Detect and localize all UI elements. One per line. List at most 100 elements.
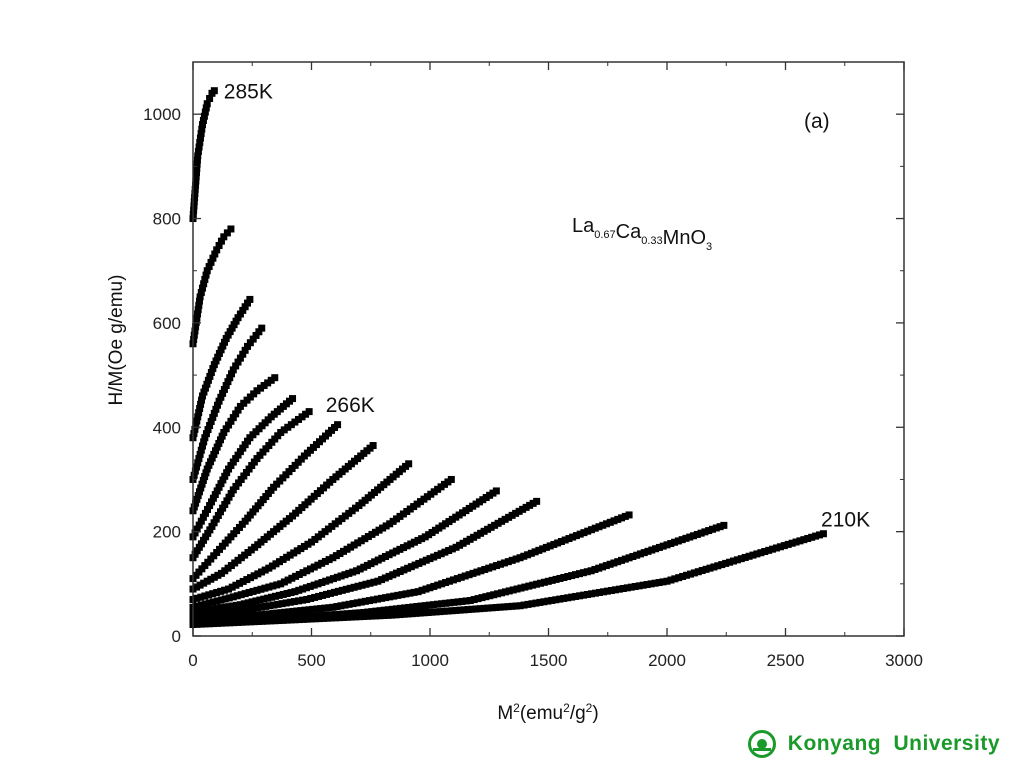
data-marker	[358, 581, 366, 589]
data-marker	[407, 563, 415, 571]
data-marker	[217, 609, 225, 617]
data-point	[271, 374, 279, 382]
data-marker	[213, 443, 221, 451]
data-marker	[453, 575, 461, 583]
data-marker	[279, 555, 287, 563]
data-point	[720, 521, 728, 529]
data-marker	[265, 610, 273, 618]
data-marker	[579, 569, 587, 577]
data-marker	[493, 562, 501, 570]
data-marker	[388, 605, 396, 613]
data-marker	[262, 602, 270, 610]
data-marker	[441, 548, 449, 556]
data-marker	[344, 613, 352, 621]
data-marker	[350, 583, 358, 591]
data-marker	[595, 564, 603, 572]
data-marker	[400, 544, 408, 552]
data-marker	[459, 539, 467, 547]
data-marker	[512, 602, 520, 610]
data-marker	[392, 569, 400, 577]
data-marker	[531, 548, 539, 556]
data-marker	[249, 605, 257, 613]
data-marker	[326, 576, 334, 584]
data-marker	[580, 529, 588, 537]
data-point	[329, 603, 337, 611]
data-marker	[282, 599, 290, 607]
data-marker	[504, 558, 512, 566]
data-marker	[378, 594, 386, 602]
data-marker	[433, 600, 441, 608]
data-marker	[588, 590, 596, 598]
data-marker	[381, 574, 389, 582]
data-marker	[433, 551, 441, 559]
data-marker	[389, 571, 397, 579]
data-marker	[225, 594, 233, 602]
data-marker	[228, 583, 236, 591]
data-marker	[606, 518, 614, 526]
data-marker	[191, 467, 199, 475]
data-marker	[400, 566, 408, 574]
data-marker	[193, 608, 201, 616]
data-marker	[273, 581, 281, 589]
data-marker	[340, 613, 348, 621]
data-marker	[258, 603, 266, 611]
data-marker	[328, 614, 336, 622]
data-point	[360, 609, 368, 617]
data-marker	[234, 618, 242, 626]
data-marker	[204, 376, 212, 384]
data-marker	[520, 601, 528, 609]
data-marker	[221, 608, 229, 616]
data-marker	[361, 535, 369, 543]
data-marker	[191, 529, 199, 537]
data-point	[241, 606, 249, 614]
data-marker	[402, 590, 410, 598]
data-marker	[407, 540, 415, 548]
data-marker	[278, 600, 286, 608]
data-marker	[225, 493, 233, 501]
data-marker	[261, 610, 269, 618]
data-marker	[201, 275, 209, 283]
data-marker	[194, 310, 202, 318]
data-marker	[412, 609, 420, 617]
data-marker	[217, 480, 225, 488]
data-marker	[345, 600, 353, 608]
data-marker	[454, 598, 462, 606]
data-marker	[193, 525, 201, 533]
data-marker	[211, 491, 219, 499]
data-marker	[299, 596, 307, 604]
temperature-label: 285K	[224, 81, 273, 104]
data-marker	[334, 587, 342, 595]
data-marker	[226, 619, 234, 627]
data-marker	[209, 365, 217, 373]
data-marker	[643, 581, 651, 589]
data-marker	[729, 557, 737, 565]
data-marker	[287, 616, 295, 624]
data-marker	[197, 517, 205, 525]
data-marker	[209, 610, 217, 618]
data-marker	[463, 537, 471, 545]
data-marker	[202, 469, 210, 477]
data-marker	[372, 607, 380, 615]
data-marker	[222, 619, 230, 627]
data-marker	[213, 589, 221, 597]
data-marker	[444, 478, 452, 486]
data-marker	[482, 593, 490, 601]
data-marker	[560, 573, 568, 581]
data-marker	[456, 541, 464, 549]
data-marker	[214, 511, 222, 519]
x-tick-label: 500	[297, 651, 325, 670]
data-marker	[409, 603, 417, 611]
data-marker	[532, 599, 540, 607]
data-marker	[190, 331, 198, 339]
data-marker	[192, 169, 200, 177]
data-marker	[214, 619, 222, 627]
data-marker	[698, 567, 706, 575]
data-marker	[788, 539, 796, 547]
data-marker	[702, 565, 710, 573]
data-marker	[342, 585, 350, 593]
data-marker	[354, 582, 362, 590]
data-marker	[321, 604, 329, 612]
data-marker	[218, 432, 226, 440]
data-marker	[253, 586, 261, 594]
data-series	[189, 295, 254, 442]
